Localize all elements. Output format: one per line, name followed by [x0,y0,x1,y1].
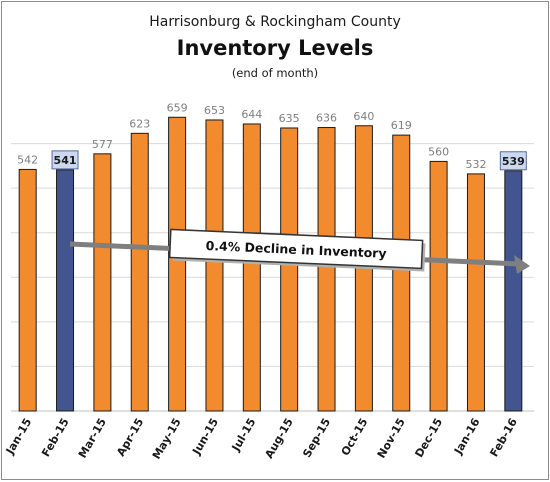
bar-feb-16 [504,170,523,412]
bar-jan-16 [466,173,485,412]
data-label-box [499,151,527,171]
x-tick-label: Mar-15 [76,416,109,460]
x-tick-label: Nov-15 [375,416,408,460]
annotation-box [168,228,424,270]
bar-jun-15 [205,119,224,412]
x-tick-label: Aug-15 [262,416,295,461]
bar-jan-15 [18,168,37,412]
data-label: 644 [241,108,262,121]
trend-arrow-head [514,255,530,274]
data-label: 560 [428,145,449,158]
bar-aug-15 [280,127,299,412]
x-tick-label: Apr-15 [114,416,146,459]
x-tick-label: Oct-15 [339,416,371,458]
data-label: 653 [204,104,225,117]
data-label: 542 [17,153,38,166]
data-label-box [51,150,79,170]
annotation-callout: 0.4% Decline in Inventory [168,228,426,272]
x-tick-label: May-15 [150,416,184,462]
x-tick-label: Jan-16 [451,416,483,458]
bar-dec-15 [429,160,448,412]
x-tick-label: Feb-15 [39,416,71,459]
data-label: 532 [465,158,486,171]
x-tick-label: Jan-15 [3,416,34,457]
bar-nov-15 [392,134,411,412]
chart-title: Harrisonburg & Rockingham County [149,14,401,30]
chart-subtitle: Inventory Levels [176,36,374,60]
data-label: 635 [279,112,300,125]
bar-may-15 [168,116,187,412]
chart-note: (end of month) [231,66,319,80]
data-label: 539 [502,155,525,168]
bar-mar-15 [93,153,112,412]
bar-sep-15 [317,127,336,412]
x-tick-label: Feb-16 [488,416,521,459]
x-tick-label: Jun-15 [189,416,221,458]
bar-feb-15 [56,169,75,412]
data-label: 619 [391,119,412,132]
data-label: 577 [92,138,113,151]
x-tick-label: Jul-15 [229,416,259,454]
bar-apr-15 [130,132,149,412]
data-label: 659 [167,101,188,114]
bar-jul-15 [242,123,261,412]
x-tick-label: Sep-15 [300,416,333,460]
data-label: 541 [54,154,77,167]
data-label: 640 [353,110,374,123]
data-label: 623 [129,117,150,130]
data-label: 636 [316,112,337,125]
x-tick-label: Dec-15 [412,416,445,460]
